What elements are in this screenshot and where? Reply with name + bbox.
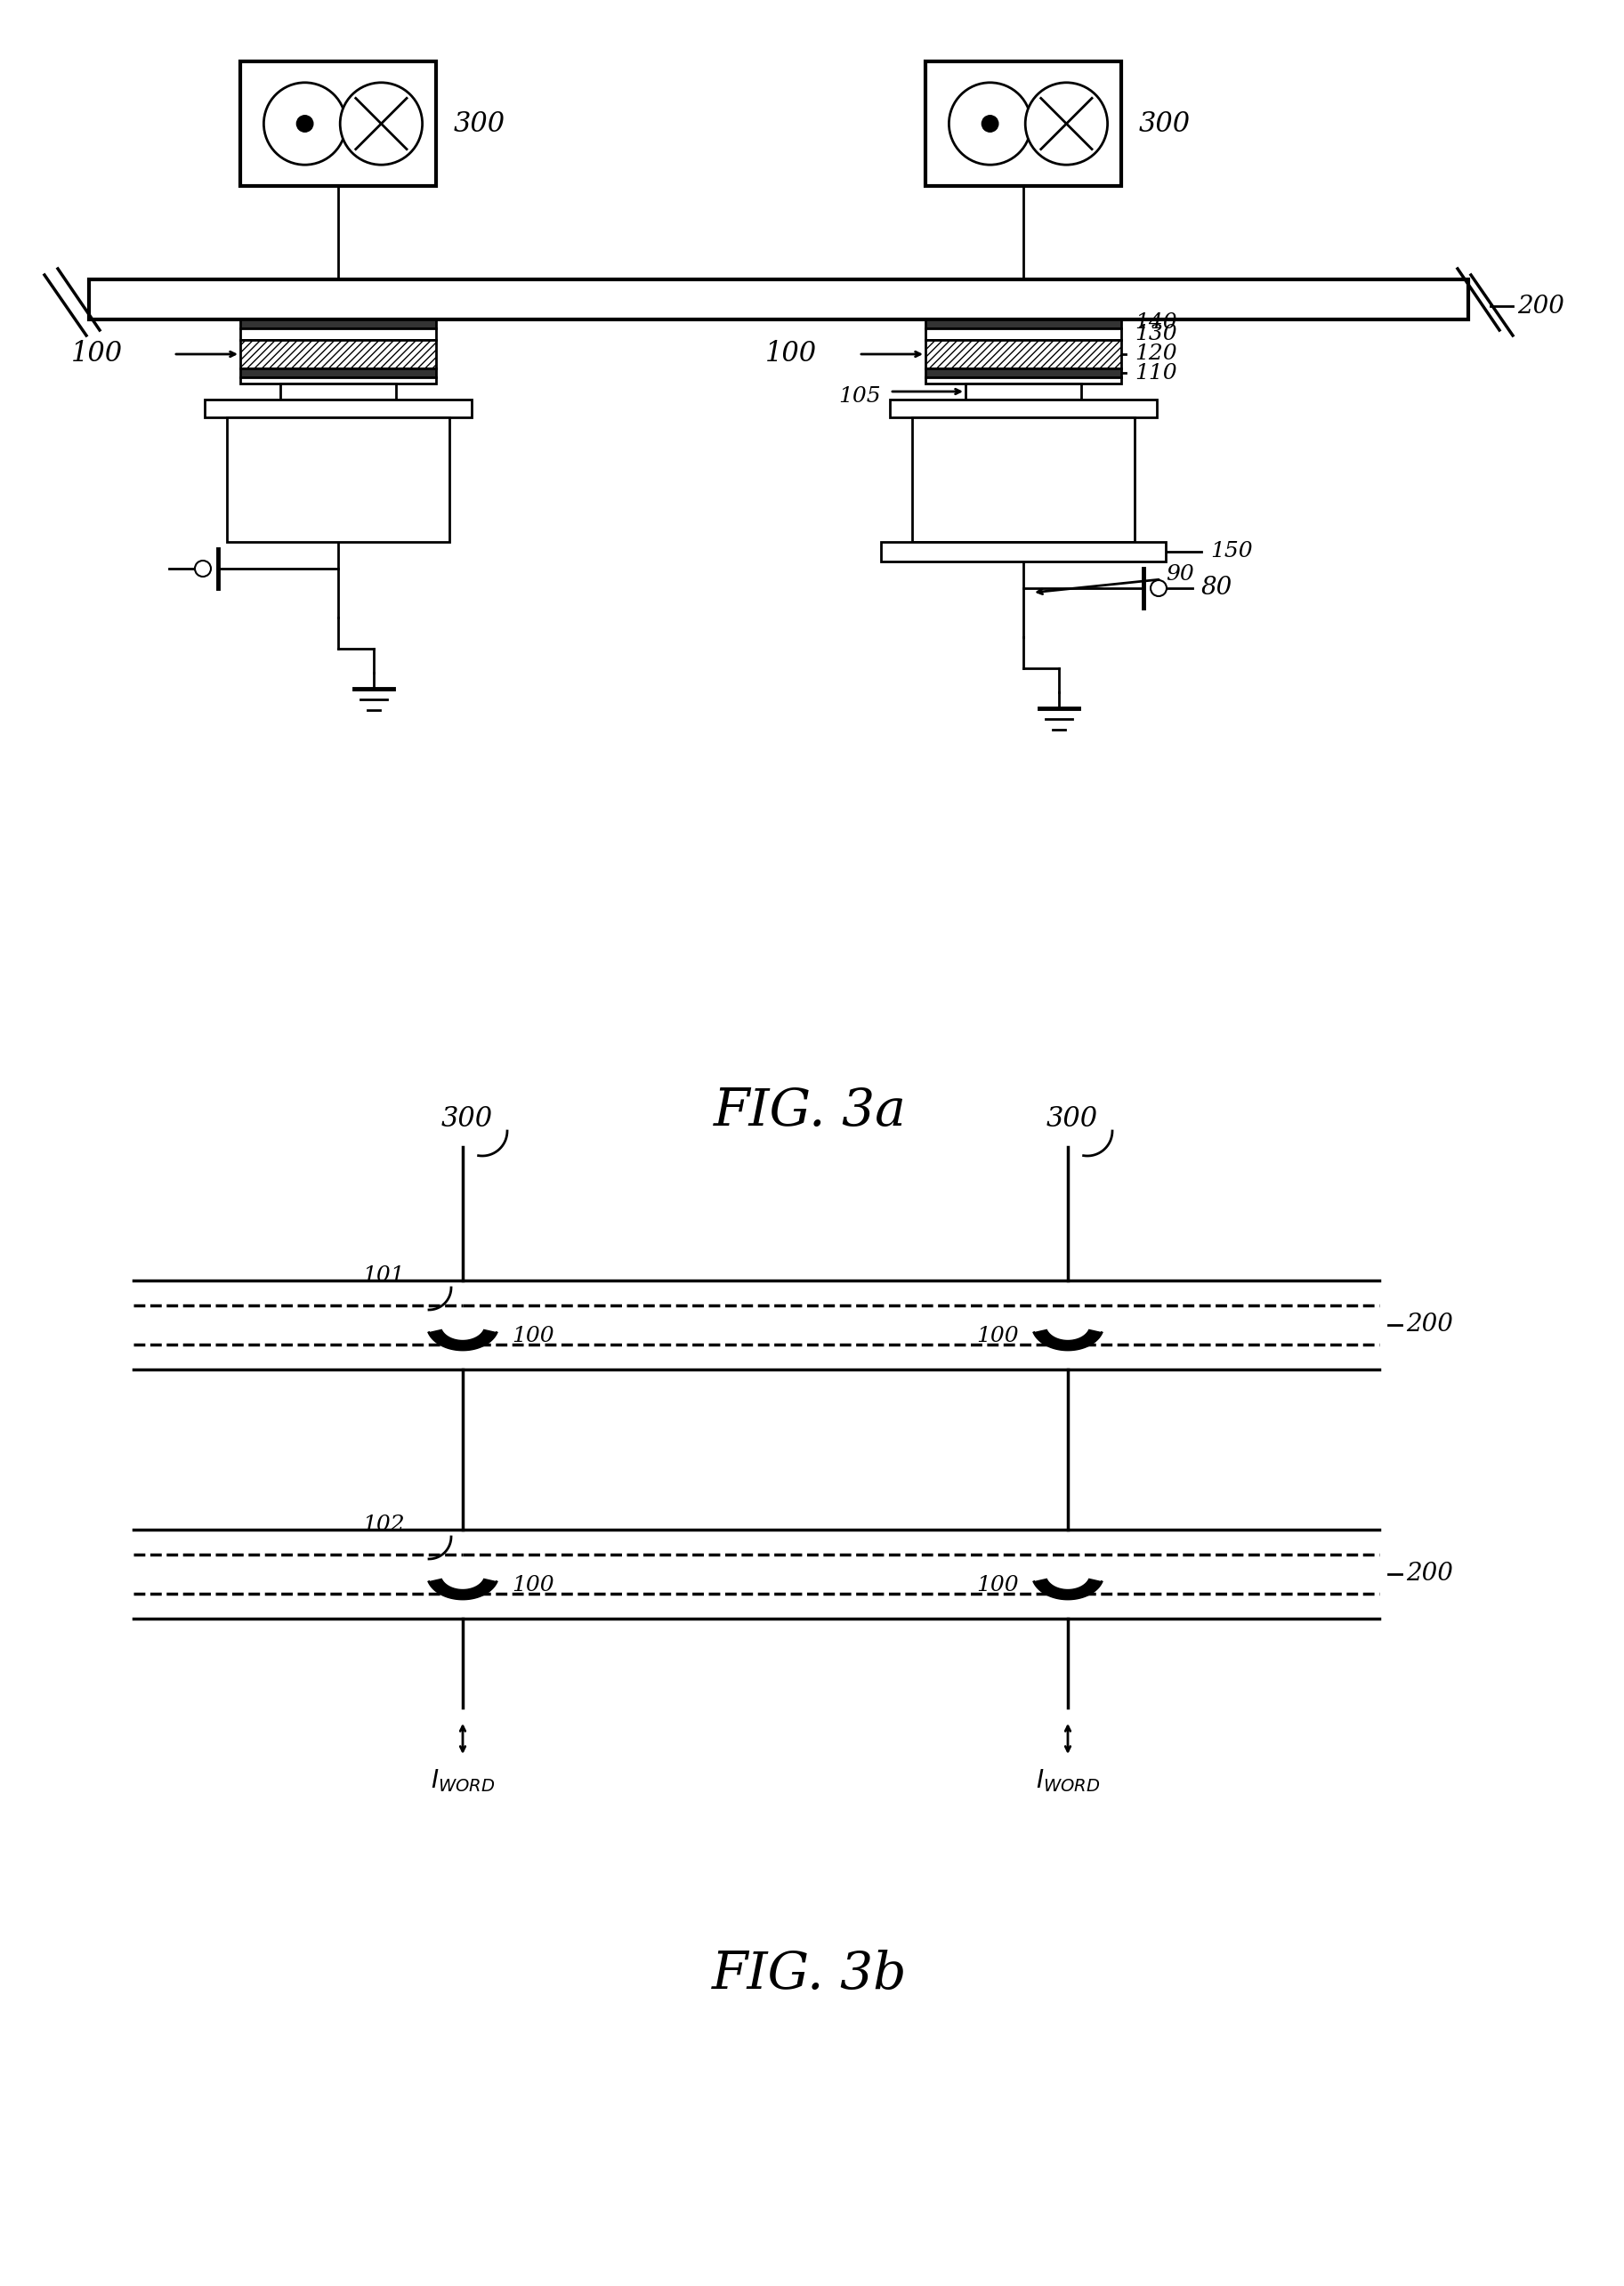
Text: 100: 100 — [976, 1575, 1018, 1596]
Bar — [281, 384, 396, 400]
Circle shape — [263, 82, 346, 165]
Bar — [926, 377, 1121, 384]
Bar — [926, 329, 1121, 341]
Text: $I_{WORD}$: $I_{WORD}$ — [430, 1767, 495, 1795]
Text: 150: 150 — [1210, 542, 1252, 562]
Circle shape — [195, 560, 211, 576]
Bar — [89, 279, 1468, 320]
Text: 300: 300 — [453, 110, 505, 137]
Text: 90: 90 — [1166, 565, 1194, 585]
Text: 100: 100 — [976, 1326, 1018, 1346]
Text: 100: 100 — [765, 341, 817, 368]
Text: 200: 200 — [1517, 295, 1564, 318]
Circle shape — [339, 82, 422, 165]
Bar — [926, 341, 1121, 368]
Text: 100: 100 — [512, 1326, 554, 1346]
Circle shape — [1150, 581, 1166, 597]
Polygon shape — [429, 1580, 497, 1598]
Text: 101: 101 — [362, 1266, 404, 1287]
Circle shape — [948, 82, 1031, 165]
Circle shape — [983, 117, 999, 133]
Text: FIG. 3a: FIG. 3a — [713, 1086, 906, 1136]
Bar — [240, 320, 435, 329]
Text: 300: 300 — [442, 1104, 494, 1132]
Bar — [926, 368, 1121, 377]
Text: FIG. 3b: FIG. 3b — [711, 1950, 908, 2000]
Text: 140: 140 — [1135, 311, 1177, 331]
Text: 130: 130 — [1135, 325, 1177, 345]
Bar — [880, 542, 1166, 562]
Bar — [890, 400, 1156, 418]
Bar — [926, 320, 1121, 329]
Text: 110: 110 — [1135, 363, 1177, 384]
Bar — [240, 341, 435, 368]
Bar — [227, 418, 450, 542]
Bar — [966, 384, 1082, 400]
Bar — [913, 418, 1135, 542]
Bar — [240, 377, 435, 384]
Bar — [240, 368, 435, 377]
Text: 102: 102 — [362, 1516, 404, 1536]
Text: 105: 105 — [838, 386, 880, 407]
Bar — [240, 329, 435, 341]
Text: 300: 300 — [1046, 1104, 1098, 1132]
Circle shape — [297, 117, 313, 133]
Text: 100: 100 — [512, 1575, 554, 1596]
Bar — [240, 62, 435, 185]
Polygon shape — [1034, 1330, 1101, 1349]
Text: 80: 80 — [1202, 576, 1233, 601]
Polygon shape — [429, 1330, 497, 1349]
Bar — [205, 400, 471, 418]
Bar — [926, 62, 1121, 185]
Polygon shape — [1034, 1580, 1101, 1598]
Text: 100: 100 — [71, 341, 123, 368]
Text: $I_{WORD}$: $I_{WORD}$ — [1036, 1767, 1099, 1795]
Text: 200: 200 — [1406, 1561, 1453, 1586]
Text: 200: 200 — [1406, 1312, 1453, 1337]
Text: 300: 300 — [1138, 110, 1190, 137]
Text: 120: 120 — [1135, 343, 1177, 363]
Circle shape — [1025, 82, 1108, 165]
